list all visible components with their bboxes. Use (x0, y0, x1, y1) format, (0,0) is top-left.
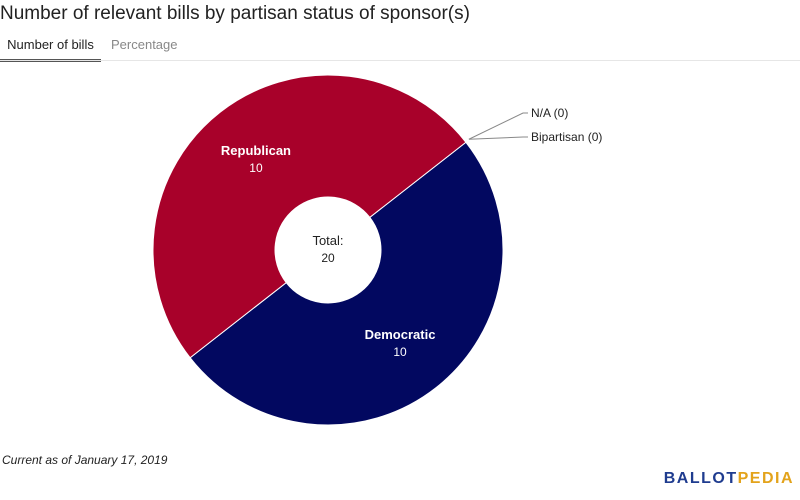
external-label-bipartisan-0: Bipartisan (0) (531, 130, 602, 144)
slice-value-democratic: 10 (393, 345, 407, 359)
logo-part-pedia: PEDIA (737, 470, 794, 487)
tab-divider (0, 60, 800, 61)
total-label: Total: (312, 233, 343, 248)
tab-percentage[interactable]: Percentage (111, 37, 178, 52)
slice-democratic (189, 141, 504, 426)
slice-republican (152, 74, 467, 359)
total-value: 20 (321, 251, 335, 265)
slice-label-republican: Republican (221, 143, 291, 158)
leader-line-n-a-0 (468, 112, 528, 140)
current-as-of-note: Current as of January 17, 2019 (2, 453, 168, 467)
external-label-n-a-0: N/A (0) (531, 106, 568, 120)
logo-part-ballot: BALLOT (663, 470, 738, 487)
leader-line-bipartisan-0 (468, 136, 528, 140)
ballotpedia-logo[interactable]: BALLOTPEDIA (664, 470, 794, 488)
slice-label-democratic: Democratic (365, 327, 436, 342)
slice-value-republican: 10 (249, 161, 263, 175)
chart-title: Number of relevant bills by partisan sta… (0, 3, 470, 24)
